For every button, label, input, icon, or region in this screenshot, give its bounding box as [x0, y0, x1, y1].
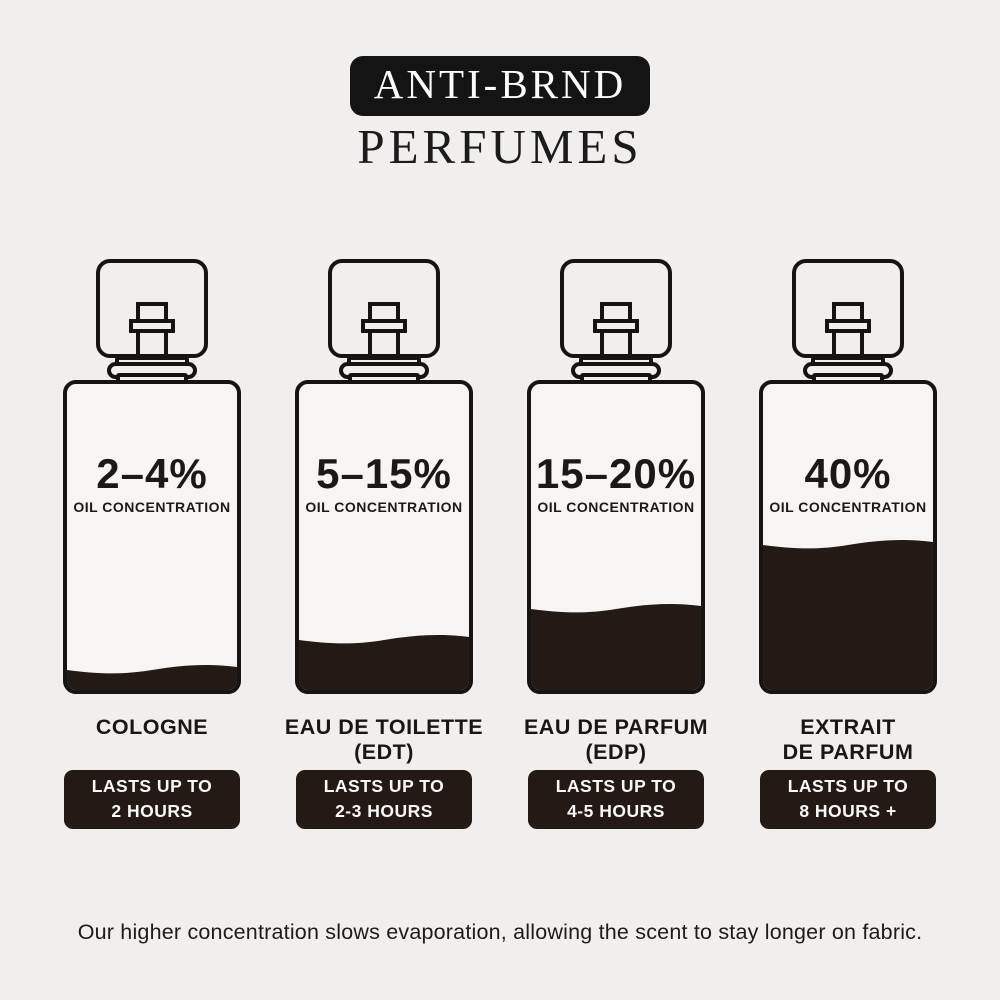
spray-nozzle-collar-icon — [129, 319, 175, 333]
duration-badge-line1: LASTS UP TO — [555, 776, 677, 796]
duration-badge-line1: LASTS UP TO — [787, 776, 909, 796]
bottle-cap-icon — [328, 259, 440, 358]
header: ANTI-BRND PERFUMES — [0, 0, 1000, 175]
oil-concentration-value: 5–15% — [316, 450, 452, 497]
bottle-cap-icon — [792, 259, 904, 358]
spray-nozzle-collar-icon — [825, 319, 871, 333]
bottle-cap-icon — [560, 259, 672, 358]
oil-concentration-label: OIL CONCENTRATION — [537, 499, 695, 515]
duration-badge: LASTS UP TO 8 HOURS + — [760, 770, 936, 829]
bottle-type-name: COLOGNE — [96, 715, 208, 770]
duration-badge-line2: 4-5 HOURS — [567, 800, 665, 821]
duration-badge-line1: LASTS UP TO — [91, 776, 213, 796]
bottle-body: 5–15% OIL CONCENTRATION — [295, 380, 473, 694]
bottle-type-name-line2: (EDT) — [354, 739, 414, 764]
bottle-type-name-line1: COLOGNE — [95, 715, 209, 739]
oil-concentration-value: 15–20% — [535, 450, 697, 497]
brand-badge: ANTI-BRND — [349, 56, 651, 116]
bottle-type-name-line1: EAU DE PARFUM — [523, 715, 709, 739]
bottle-body: 2–4% OIL CONCENTRATION — [63, 380, 241, 694]
bottle-type-name: EAU DE TOILETTE (EDT) — [285, 715, 483, 770]
oil-concentration-label: OIL CONCENTRATION — [73, 499, 231, 515]
bottle-column: 2–4% OIL CONCENTRATION COLOGNE LASTS UP … — [63, 259, 241, 829]
bottle-column: 5–15% OIL CONCENTRATION EAU DE TOILETTE … — [285, 259, 483, 829]
bottle-body: 40% OIL CONCENTRATION — [759, 380, 937, 694]
liquid-fill-icon — [763, 539, 933, 690]
duration-badge: LASTS UP TO 2 HOURS — [64, 770, 240, 829]
duration-badge-line2: 2 HOURS — [111, 800, 193, 821]
bottle-column: 40% OIL CONCENTRATION EXTRAIT DE PARFUM … — [759, 259, 937, 829]
spray-nozzle-collar-icon — [593, 319, 639, 333]
page-title: PERFUMES — [357, 119, 643, 174]
duration-badge-line1: LASTS UP TO — [323, 776, 445, 796]
bottle-type-name: EXTRAIT DE PARFUM — [783, 715, 914, 770]
oil-concentration-value: 40% — [804, 450, 892, 497]
oil-concentration-value: 2–4% — [96, 450, 208, 497]
bottle-type-name-line1: EXTRAIT — [800, 715, 896, 739]
bottles-row: 2–4% OIL CONCENTRATION COLOGNE LASTS UP … — [0, 259, 1000, 829]
footer-note: Our higher concentration slows evaporati… — [77, 920, 923, 944]
spray-nozzle-collar-icon — [361, 319, 407, 333]
bottle-column: 15–20% OIL CONCENTRATION EAU DE PARFUM (… — [524, 259, 708, 829]
oil-concentration-label: OIL CONCENTRATION — [769, 499, 927, 515]
liquid-fill-icon — [299, 634, 469, 690]
bottle-type-name-line2: DE PARFUM — [782, 739, 914, 764]
bottle-type-name-line1: EAU DE TOILETTE — [284, 715, 484, 739]
duration-badge-line2: 2-3 HOURS — [335, 800, 433, 821]
bottle-type-name: EAU DE PARFUM (EDP) — [524, 715, 708, 770]
duration-badge: LASTS UP TO 4-5 HOURS — [528, 770, 704, 829]
oil-concentration-label: OIL CONCENTRATION — [305, 499, 463, 515]
liquid-fill-icon — [531, 603, 701, 690]
duration-badge-line2: 8 HOURS + — [799, 800, 897, 821]
bottle-type-name-line2: (EDP) — [585, 739, 647, 764]
bottle-cap-icon — [96, 259, 208, 358]
bottle-body: 15–20% OIL CONCENTRATION — [527, 380, 705, 694]
liquid-fill-icon — [67, 664, 237, 690]
duration-badge: LASTS UP TO 2-3 HOURS — [296, 770, 472, 829]
